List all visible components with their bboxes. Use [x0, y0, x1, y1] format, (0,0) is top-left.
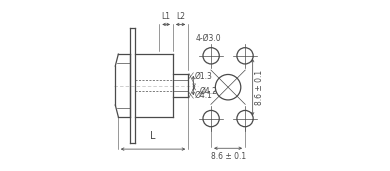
Text: 4-Ø3.0: 4-Ø3.0: [195, 34, 221, 43]
Text: L: L: [150, 131, 156, 141]
Text: Ø4.1: Ø4.1: [195, 90, 213, 99]
Text: L1: L1: [162, 12, 171, 21]
Text: 8.6 ± 0.1: 8.6 ± 0.1: [211, 153, 246, 161]
Text: Ø4.2: Ø4.2: [200, 87, 218, 96]
Text: Ø1.3: Ø1.3: [195, 72, 213, 81]
Text: 8.6 ± 0.1: 8.6 ± 0.1: [255, 70, 264, 105]
Text: L2: L2: [176, 12, 185, 21]
